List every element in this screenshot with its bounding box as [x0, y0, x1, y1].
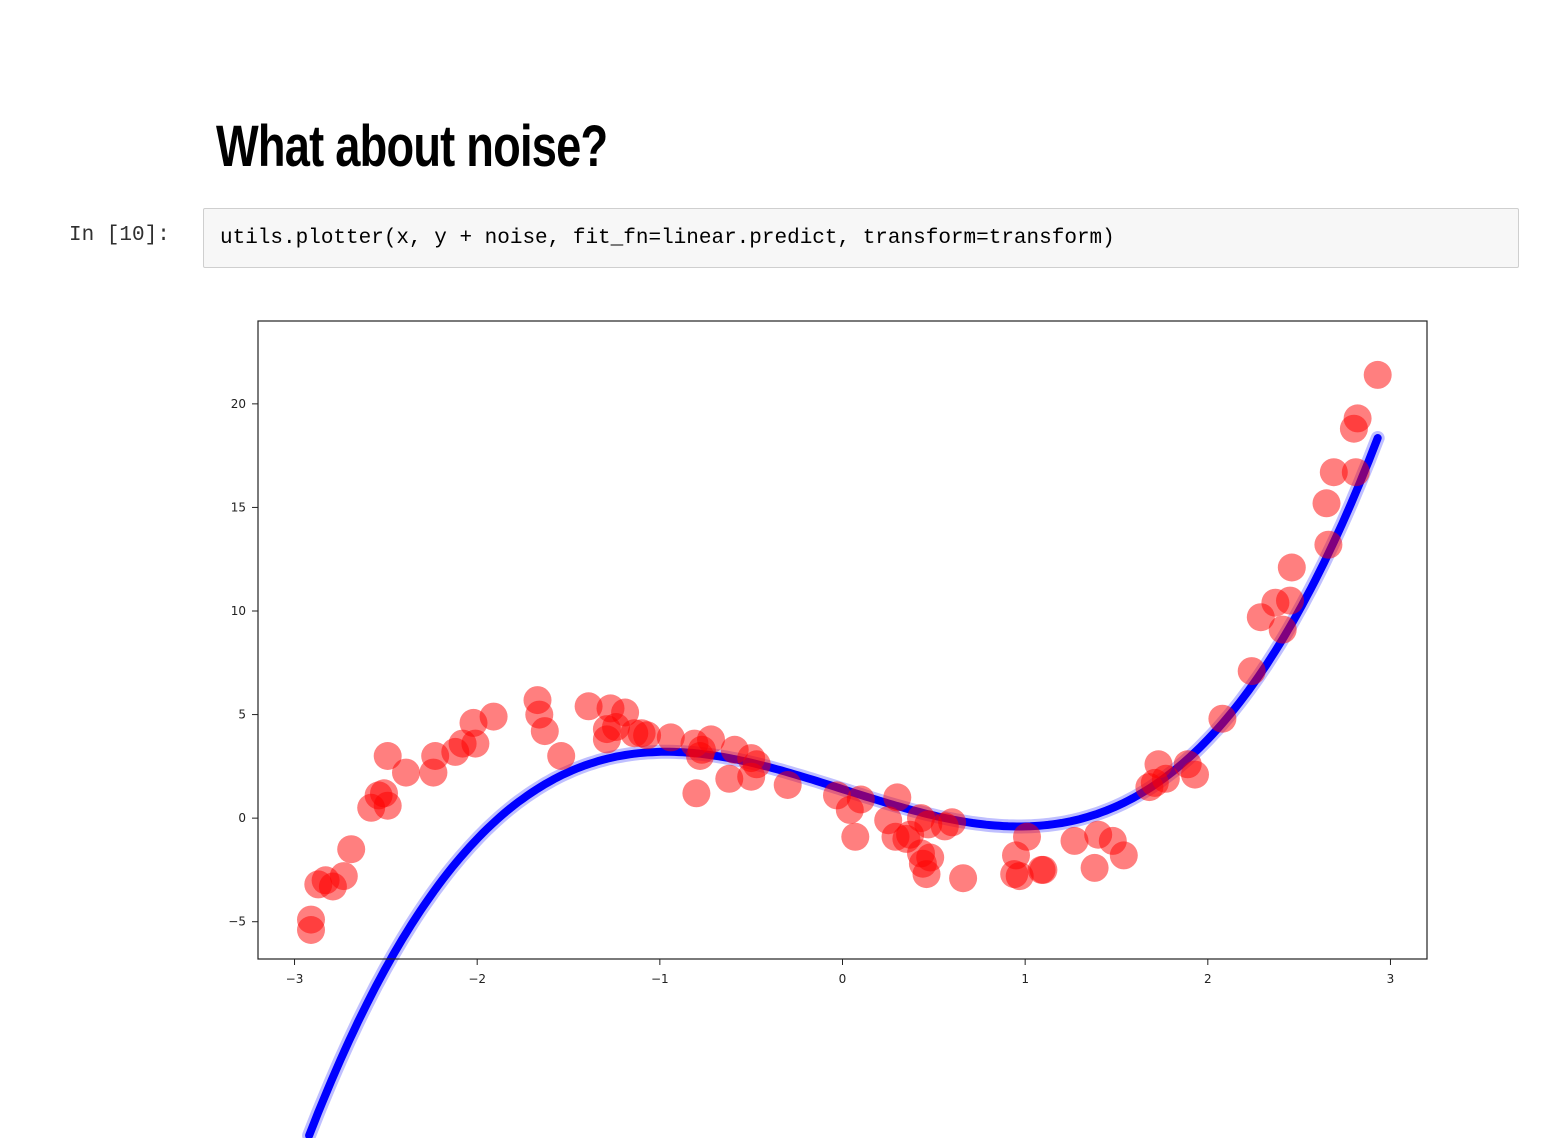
x-tick-label: −3	[286, 972, 304, 986]
data-point	[1319, 458, 1348, 487]
x-tick-label: 2	[1204, 972, 1212, 986]
y-tick-label: 20	[231, 397, 246, 411]
data-point	[1181, 760, 1209, 789]
data-point	[841, 822, 870, 851]
y-tick-label: 10	[231, 604, 246, 618]
data-point	[1363, 360, 1392, 389]
y-tick-label: 5	[238, 708, 246, 722]
data-point	[1343, 404, 1372, 433]
x-tick-label: −1	[651, 972, 669, 986]
data-point	[337, 835, 366, 864]
data-point	[1341, 458, 1370, 487]
data-point	[846, 785, 875, 814]
code-cell-input[interactable]: utils.plotter(x, y + noise, fit_fn=linea…	[203, 208, 1519, 268]
data-point	[547, 742, 576, 770]
data-point	[1277, 553, 1306, 582]
points-layer	[297, 360, 1392, 944]
data-point	[1029, 855, 1058, 884]
data-point	[949, 864, 978, 893]
data-point	[656, 723, 685, 752]
data-point	[574, 692, 603, 721]
data-point	[392, 758, 420, 787]
data-point	[1237, 657, 1266, 686]
cell-prompt: In [10]:	[69, 224, 170, 247]
x-tick-label: 1	[1021, 972, 1029, 986]
data-point	[1109, 841, 1138, 870]
data-point	[916, 843, 945, 872]
data-point	[938, 808, 967, 837]
data-point	[1013, 822, 1041, 851]
y-tick-label: 0	[238, 811, 246, 825]
data-point	[1208, 704, 1237, 733]
data-point	[697, 725, 725, 754]
x-tick-label: −2	[468, 972, 486, 986]
data-point	[883, 783, 912, 812]
data-point	[530, 717, 559, 746]
data-point	[329, 862, 358, 891]
data-point	[1268, 615, 1297, 644]
section-heading: What about noise?	[216, 114, 608, 179]
y-tick-label: −5	[228, 915, 246, 929]
data-point	[479, 702, 508, 731]
data-point	[373, 791, 402, 820]
data-point	[1151, 764, 1180, 793]
x-tick-label: 3	[1387, 972, 1395, 986]
data-point	[773, 771, 802, 799]
data-point	[682, 779, 711, 808]
data-point	[633, 721, 662, 750]
axes-layer: −3 −2 −1 0 1 2 3 −5 0 5 10 15 20	[228, 397, 1394, 986]
data-point	[461, 729, 490, 758]
x-tick-label: 0	[839, 972, 847, 986]
data-point	[1276, 586, 1304, 615]
data-point	[1080, 853, 1109, 882]
y-tick-label: 15	[231, 500, 246, 514]
data-point	[297, 916, 325, 944]
data-point	[1314, 530, 1343, 559]
code-text: utils.plotter(x, y + noise, fit_fn=linea…	[220, 227, 1115, 250]
data-point	[1312, 489, 1341, 518]
plot-frame	[257, 320, 1428, 960]
data-point	[742, 750, 771, 779]
data-point	[1005, 862, 1034, 891]
data-point	[373, 742, 402, 770]
data-point	[715, 764, 744, 793]
data-point	[1060, 826, 1089, 855]
